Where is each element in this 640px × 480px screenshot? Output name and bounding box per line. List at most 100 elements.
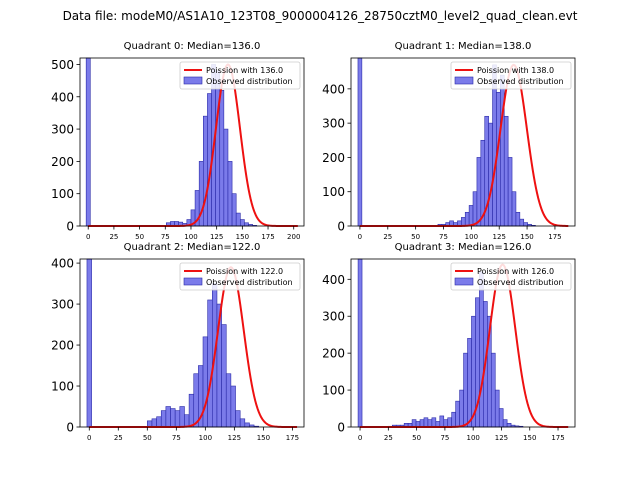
y-tick-label: 200 <box>51 155 74 169</box>
bar <box>202 336 208 428</box>
bar <box>244 422 250 428</box>
x-tick-label: 50 <box>143 434 152 442</box>
y-tick-label: 100 <box>322 185 345 199</box>
bar <box>515 211 521 227</box>
x-tick-label: 100 <box>465 233 478 241</box>
bar <box>494 389 500 428</box>
bar <box>231 193 237 227</box>
bar <box>411 419 417 428</box>
y-tick-label: 0 <box>66 421 74 435</box>
legend-entry-poisson: Poission with 136.0 <box>206 66 283 75</box>
x-tick-label: 100 <box>466 434 479 442</box>
plot-area: 0 25 50 75 100 125 150 175 0 100 200 300 400 <box>322 57 576 241</box>
bar-zero-bin <box>85 57 91 227</box>
bar <box>472 191 478 227</box>
y-tick-label: 300 <box>322 310 345 324</box>
bar-zero-bin <box>357 258 363 428</box>
bar <box>467 338 472 428</box>
bar <box>160 410 167 428</box>
x-tick-label: 75 <box>161 233 170 241</box>
bar <box>507 157 513 227</box>
bar <box>447 417 452 428</box>
panel-title: Quadrant 3: Median=126.0 <box>395 242 532 253</box>
legend-entry-observed: Observed distribution <box>206 77 293 86</box>
bar <box>519 218 525 227</box>
bar <box>221 324 227 428</box>
legend-box <box>450 61 572 90</box>
legend-entry-poisson: Poission with 126.0 <box>477 267 554 276</box>
bar <box>203 115 208 227</box>
bar-zero-bin <box>86 258 92 428</box>
x-tick-label: 125 <box>210 233 223 241</box>
bar <box>193 373 199 428</box>
bar <box>479 271 484 428</box>
bar <box>215 70 221 227</box>
x-tick-label: 0 <box>358 434 362 442</box>
bar <box>464 211 470 227</box>
panel-title: Quadrant 2: Median=122.0 <box>124 242 261 253</box>
x-tick-label: 25 <box>384 434 393 442</box>
legend-box <box>450 262 572 291</box>
legend-box <box>179 262 301 291</box>
bar <box>427 419 433 428</box>
bar <box>419 419 425 428</box>
y-tick-label: 300 <box>51 123 74 137</box>
x-tick-label: 125 <box>495 434 508 442</box>
panel-quadrant-2: Quadrant 2: Median=122.0 0 25 50 75 100 125 15… <box>51 242 305 442</box>
plot-area: 0 25 50 75 100 125 150 175 0 100 200 300 400 <box>51 257 305 442</box>
bar <box>500 74 505 227</box>
bar <box>439 415 445 428</box>
y-tick-label: 0 <box>66 220 74 234</box>
panel-quadrant-1: Quadrant 1: Median=138.0 0 25 50 75 100 125 15… <box>322 41 576 241</box>
y-tick-label: 200 <box>322 151 345 165</box>
x-tick-label: 150 <box>520 233 533 241</box>
bar <box>502 419 508 428</box>
axes-frame <box>79 258 305 428</box>
x-tick-label: 125 <box>228 434 241 442</box>
bar <box>227 161 233 227</box>
x-tick-label: 0 <box>86 233 90 241</box>
x-tick-label: 25 <box>114 434 123 442</box>
bar <box>235 212 241 227</box>
x-tick-label: 0 <box>358 233 362 241</box>
legend: Poission with 126.0 Observed distributio… <box>450 262 572 291</box>
legend-entry-observed: Observed distribution <box>477 278 564 287</box>
bar <box>443 419 449 428</box>
y-tick-label: 0 <box>337 421 345 435</box>
bar <box>225 373 232 428</box>
x-tick-label: 50 <box>412 434 421 442</box>
legend: Poission with 138.0 Observed distributio… <box>450 61 572 90</box>
legend: Poission with 122.0 Observed distributio… <box>179 262 301 291</box>
bar <box>239 418 246 428</box>
legend-bar-swatch <box>454 76 474 85</box>
x-tick-label: 0 <box>87 434 91 442</box>
y-tick-label: 400 <box>322 82 345 96</box>
axes-frame <box>350 57 576 227</box>
bar <box>461 217 466 227</box>
bar-zero-bin <box>357 57 363 227</box>
bar <box>423 417 429 428</box>
bar <box>523 222 528 227</box>
y-tick-label: 400 <box>51 257 74 271</box>
x-tick-label: 175 <box>261 233 274 241</box>
y-tick-label: 0 <box>337 220 345 234</box>
bar <box>503 115 509 227</box>
x-tick-label: 150 <box>257 434 270 442</box>
plot-area: 0 25 50 75 100 125 150 175 0 100 200 300 400 <box>322 258 576 442</box>
y-tick-label: 100 <box>322 384 345 398</box>
bar <box>170 408 176 428</box>
x-tick-label: 75 <box>172 434 181 442</box>
bar <box>476 157 482 227</box>
legend-entry-poisson: Poission with 122.0 <box>206 267 283 276</box>
bar <box>239 219 245 227</box>
bar <box>207 93 212 227</box>
panel-title: Quadrant 1: Median=138.0 <box>395 41 532 52</box>
legend-bar-swatch <box>183 76 203 85</box>
y-tick-label: 200 <box>51 339 74 353</box>
x-tick-label: 150 <box>523 434 536 442</box>
y-tick-label: 500 <box>51 58 74 72</box>
y-tick-label: 300 <box>51 298 74 312</box>
bar <box>244 222 249 227</box>
panel-quadrant-0: Quadrant 0: Median=136.0 0 25 50 75 100 125 15… <box>51 41 305 241</box>
